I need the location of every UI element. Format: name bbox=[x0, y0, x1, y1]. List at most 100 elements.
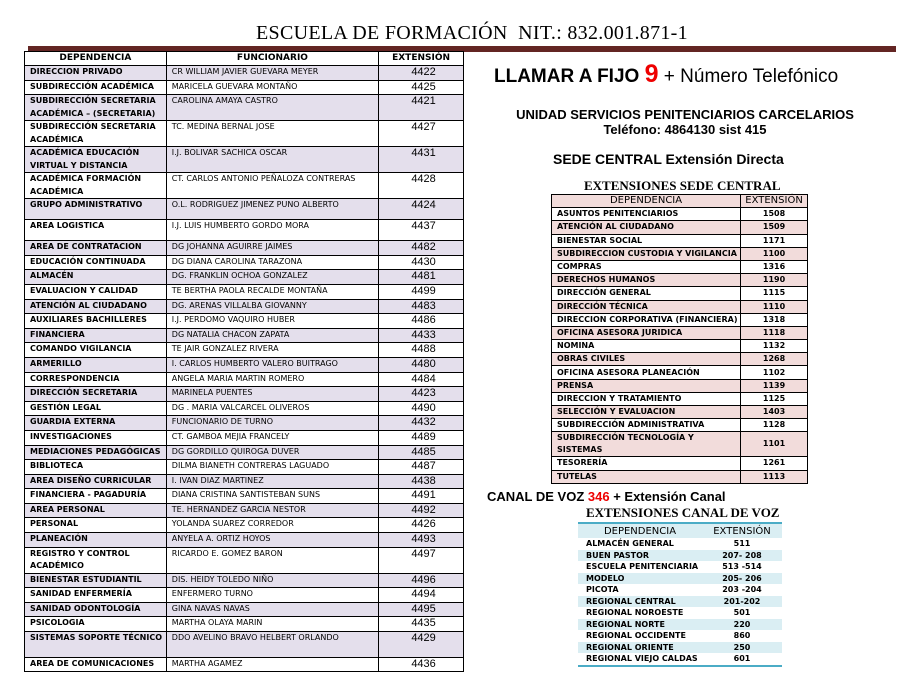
dependencia-cell: BIENESTAR ESTUDIANTIL bbox=[24, 572, 167, 589]
extension-cell: 4436 bbox=[378, 656, 464, 673]
extension-cell: 4482 bbox=[378, 240, 464, 256]
table-row: OFICINA ASESORA PLANEACIÓN 1102 bbox=[550, 365, 808, 380]
extension-cell: 1118 bbox=[740, 325, 808, 341]
sede-table-title: EXTENSIONES SEDE CENTRAL bbox=[584, 178, 781, 193]
dependencia-cell: FINANCIERA - PAGADURÍA bbox=[24, 488, 167, 504]
table-row: ASUNTOS PENITENCIARIOS 1508 bbox=[550, 207, 808, 222]
table-row: SELECCIÓN Y EVALUACION 1403 bbox=[550, 404, 808, 420]
table-row: REGIONAL CENTRAL 201-202 bbox=[578, 595, 782, 607]
dependencia-cell: MODELO bbox=[578, 572, 702, 584]
extension-cell: 4421 bbox=[378, 94, 464, 122]
dependencia-cell: DIRECCION PRIVADO bbox=[24, 65, 167, 81]
table-row: PICOTA 203 -204 bbox=[578, 584, 782, 596]
extension-cell: 4485 bbox=[378, 444, 464, 461]
dependencia-cell: BIENESTAR SOCIAL bbox=[550, 233, 742, 248]
table-row: FINANCIERA - PAGADURÍA DIANA CRISTINA SAN… bbox=[24, 488, 464, 504]
dependencia-cell: ARMERILLO bbox=[24, 356, 167, 373]
dependencia-cell: PICOTA bbox=[586, 585, 619, 595]
dependencia-cell: COMPRAS bbox=[550, 259, 742, 275]
fijo-suffix: + Número Telefónico bbox=[658, 66, 839, 87]
extension-cell: 1268 bbox=[740, 352, 808, 367]
dependencia-cell: ACADÉMICA FORMACIÓN ACADÉMICA bbox=[24, 172, 167, 200]
table-row: PLANEACIÓN ANYELA A. ORTIZ HOYOS 4493 bbox=[24, 532, 464, 548]
fijo-prefix: LLAMAR A FIJO bbox=[494, 66, 645, 87]
extension-cell: 4493 bbox=[378, 532, 464, 548]
dependencia-cell: AREA DE CONTRATACION bbox=[24, 240, 167, 256]
dependencia-cell: MEDIACIONES PEDAGÓGICAS bbox=[24, 444, 167, 461]
dependencia-cell: EDUCACIÓN CONTINUADA bbox=[24, 254, 167, 271]
dependencia-cell: REGIONAL CENTRAL bbox=[578, 595, 702, 607]
extension-cell: 250 bbox=[702, 641, 782, 653]
table-row: ACADÉMICA EDUCACIÓN VIRTUAL Y DISTANCIA I… bbox=[24, 146, 464, 174]
extension-cell: 1171 bbox=[740, 233, 808, 248]
funcionario-cell: DIANA CRISTINA SANTISTEBAN SUNS bbox=[165, 488, 380, 504]
table-row: OFICINA ASESORA JURIDICA 1118 bbox=[550, 325, 808, 341]
dependencia-cell: GRUPO ADMINISTRATIVO bbox=[24, 198, 167, 221]
table-row: AUXILIARES BACHILLERES I.J. PERDOMO VAQUI… bbox=[24, 313, 464, 329]
table-row: MEDIACIONES PEDAGÓGICAS DG GORDILLO QUIRO… bbox=[24, 444, 464, 461]
funcionario-cell: DG. FRANKLIN OCHOA GONZALEZ bbox=[165, 269, 380, 285]
funcionario-cell: MARICELA GUEVARA MONTAÑO bbox=[165, 79, 380, 96]
canal-suffix: + Extensión Canal bbox=[609, 489, 726, 504]
extension-cell: 4438 bbox=[378, 473, 464, 490]
extension-cell: 4487 bbox=[378, 459, 464, 475]
table-row: PERSONAL YOLANDA SUAREZ CORREDOR 4426 bbox=[24, 517, 464, 534]
dependencia-cell: SUBDIRECCIÓN ADMINISTRATIVA bbox=[550, 418, 742, 433]
dependencia-cell: OBRAS CIVILES bbox=[550, 352, 742, 367]
canal-de-voz-table: DEPENDENCIA EXTENSIÓN ALMACÉN GENERAL 511… bbox=[578, 522, 782, 667]
extension-cell: 4437 bbox=[378, 219, 464, 242]
extension-cell: 501 bbox=[733, 608, 751, 618]
table-row: ARMERILLO I. CARLOS HUMBERTO VALERO BUITR… bbox=[24, 356, 464, 373]
funcionario-cell: DG DIANA CAROLINA TARAZONA bbox=[165, 254, 380, 271]
dependencia-cell: REGIONAL OCCIDENTE bbox=[586, 631, 686, 641]
column-header-extension: EXTENSIÓN bbox=[740, 193, 808, 209]
table-row: ACADÉMICA FORMACIÓN ACADÉMICA CT. CARLOS … bbox=[24, 172, 464, 200]
table-row: SISTEMAS SOPORTE TÉCNICO DDO AVELINO BRAV… bbox=[24, 631, 464, 658]
funcionario-cell: I.J. LUIS HUMBERTO GORDO MORA bbox=[165, 219, 380, 242]
dependencia-cell: DIRECCION CORPORATIVA (FINANCIERA) bbox=[550, 312, 742, 327]
extension-cell: 4426 bbox=[378, 517, 464, 534]
extension-cell: 4422 bbox=[378, 65, 464, 81]
page-title: ESCUELA DE FORMACIÓN NIT.: 832.001.871-1 bbox=[256, 22, 688, 44]
table-row: DIRECCIÓN GENERAL 1115 bbox=[550, 286, 808, 301]
dependencia-cell: ACADÉMICA EDUCACIÓN VIRTUAL Y DISTANCIA bbox=[24, 146, 167, 174]
extension-cell: 1508 bbox=[740, 207, 808, 222]
table-row: AREA DE CONTRATACION DG JOHANNA AGUIRRE J… bbox=[24, 240, 464, 256]
dependencia-cell: DERECHOS HUMANOS bbox=[550, 273, 742, 288]
dependencia-cell: REGIONAL NORTE bbox=[578, 618, 702, 630]
table-row: INVESTIGACIONES CT. GAMBOA MEJIA FRANCELY… bbox=[24, 429, 464, 446]
extension-cell: 1139 bbox=[740, 378, 808, 393]
table-row: PRENSA 1139 bbox=[550, 378, 808, 393]
funcionario-cell: MARTHA AGAMEZ bbox=[165, 656, 380, 673]
table-row: REGIONAL VIEJO CALDAS 601 bbox=[578, 653, 782, 666]
extension-cell: 1509 bbox=[740, 220, 808, 235]
table-row: GESTIÓN LEGAL DG . MARIA VALCARCEL OLIVER… bbox=[24, 400, 464, 417]
extension-cell: 4489 bbox=[378, 429, 464, 446]
extension-cell: 4495 bbox=[378, 601, 464, 618]
table-row: SUBDIRECCIÓN SECRETARIA ACADÉMICA TC. MED… bbox=[24, 120, 464, 148]
dependencia-cell: ALMACÉN bbox=[24, 269, 167, 285]
extension-cell: 4492 bbox=[378, 502, 464, 519]
column-header-dependencia: DEPENDENCIA bbox=[550, 193, 742, 209]
extension-cell: 4433 bbox=[378, 327, 464, 344]
table-row: BIENESTAR ESTUDIANTIL DIS. HEIDY TOLEDO N… bbox=[24, 572, 464, 589]
header-divider bbox=[28, 46, 896, 52]
extension-cell: 4427 bbox=[378, 120, 464, 148]
dependencia-cell: DIRECCIÓN TÉCNICA bbox=[550, 299, 742, 314]
table-row: SANIDAD ODONTOLOGÍA GINA NAVAS NAVAS 4495 bbox=[24, 601, 464, 618]
extension-cell: 4488 bbox=[378, 342, 464, 358]
funcionario-cell: DIS. HEIDY TOLEDO NIÑO bbox=[165, 572, 380, 589]
escuela-extensions-table: DEPENDENCIA FUNCIONARIO EXTENSIÓN DIRECC… bbox=[24, 51, 464, 673]
table-row: DIRECCION Y TRATAMIENTO 1125 bbox=[550, 391, 808, 407]
funcionario-cell: I.J. BOLIVAR SACHICA OSCAR bbox=[165, 146, 380, 174]
funcionario-cell: DG JOHANNA AGUIRRE JAIMES bbox=[165, 240, 380, 256]
extension-cell: 4432 bbox=[378, 415, 464, 431]
extension-cell: 1128 bbox=[740, 418, 808, 433]
dependencia-cell: PSICOLOGIA bbox=[24, 616, 167, 633]
extension-cell: 1403 bbox=[740, 404, 808, 420]
dependencia-cell: INVESTIGACIONES bbox=[24, 429, 167, 446]
funcionario-cell: DILMA BIANETH CONTRERAS LAGUADO bbox=[165, 459, 380, 475]
dependencia-cell: AREA DISEÑO CURRICULAR bbox=[24, 473, 167, 490]
dependencia-cell: CORRESPONDENCIA bbox=[24, 371, 167, 388]
extension-cell: 1115 bbox=[740, 286, 808, 301]
